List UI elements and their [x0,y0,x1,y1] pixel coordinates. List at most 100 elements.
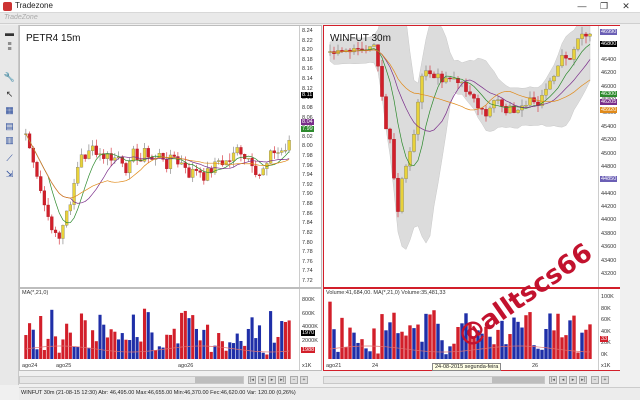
volume-bar [496,329,500,359]
scroll-thumb[interactable] [195,377,243,383]
volume-bar [556,313,560,359]
candle-body [492,100,496,109]
candle-icon[interactable]: ▥ [5,135,14,145]
axis-tick-label: 7.86 [302,210,313,217]
nav-first-button[interactable]: |◂ [248,376,256,384]
axis-tick-label: 0K [601,352,608,358]
volume-bar [243,345,247,359]
volume-bar [128,340,132,359]
close-button[interactable]: ✕ [622,1,630,11]
axis-tick-label: 8.22 [302,37,313,44]
volume-bar [220,341,224,359]
nav-last-button[interactable]: ▸| [579,376,587,384]
winfut-chart-title: WINFUT 30m [330,33,391,44]
volume-bar [68,332,72,359]
candle-body [436,73,440,79]
volume-bar [76,346,80,359]
axis-tick-label: 7.72 [302,278,313,284]
candle-body [135,148,139,160]
list-icon[interactable]: ▬ [5,28,14,38]
volume-bar [261,352,265,359]
nav-last-button[interactable]: ▸| [278,376,286,384]
volume-bar [476,330,480,359]
scroll-thumb[interactable] [492,377,544,383]
zoom-out-button[interactable]: − [591,376,599,384]
candle-body [380,66,384,97]
candle-body [109,153,113,161]
drawline-icon[interactable]: ⟋ [6,153,13,163]
petr4-volume-chart [24,308,291,359]
candle-body [168,154,173,169]
volume-bar [344,347,348,359]
lines-icon[interactable]: ≡ ≡ [7,41,12,53]
volume-bar [172,328,176,359]
candle-body [432,73,436,79]
candle-body [72,183,76,205]
volume-bar [209,351,213,359]
volume-bar [109,329,113,359]
zoom-in-button[interactable]: + [601,376,609,384]
winfut-scrollbar[interactable] [323,376,545,384]
minimize-button[interactable]: — [577,1,587,11]
zoom-in-button[interactable]: + [300,376,308,384]
candle-body [76,167,80,184]
candle-body [424,70,428,77]
bar-icon[interactable]: ▤ [5,121,14,131]
scale-label: x1K [302,363,312,369]
candle-body [39,176,43,191]
axis-tick-label: 7.96 [302,162,313,169]
winfut-volume-axis: 100K 80K 60K 40K 20K 0K 33 [598,289,620,370]
candle-body [356,48,360,50]
axis-tick-label: 7.76 [302,258,313,265]
nav-first-button[interactable]: |◂ [549,376,557,384]
nav-prev-button[interactable]: ◂ [258,376,266,384]
wrench-icon[interactable]: 🔧 [3,72,16,82]
petr4-volume-axis: 800K 600K 4000K 2000K 1970 1988 [299,289,321,370]
candle-body [280,150,284,153]
volume-bar [124,339,128,359]
volume-bar [584,329,588,359]
volume-bar [42,349,46,359]
volume-bar [528,312,532,359]
candle-body [105,153,110,159]
nav-next-button[interactable]: ▸ [569,376,577,384]
petr4-scrollbar[interactable] [19,376,244,384]
arrow-icon[interactable]: ⇲ [5,169,14,179]
nav-prev-button[interactable]: ◂ [559,376,567,384]
nav-next-button[interactable]: ▸ [268,376,276,384]
volume-bar [157,346,161,359]
axis-tick-label: 43800 [601,230,617,237]
chart-type-icon[interactable]: ▦ [5,105,14,115]
candle-body [396,177,400,212]
candle-body [580,33,584,39]
cursor-icon[interactable]: ↖ [5,89,14,99]
axis-tick-label: 8.18 [302,56,313,63]
volume-bar [436,323,440,359]
volume-bar [388,322,392,359]
price-tag: 1970 [301,330,316,336]
x-label: ago24 [22,363,38,369]
winfut-volume-panel[interactable]: Volume:41,684,00. MA(*,21,0) Volume:35,4… [323,288,620,371]
volume-bar [492,344,496,359]
moving-average-line [329,44,591,167]
candle-body [408,151,412,167]
volume-bar [408,325,412,359]
candle-body [146,148,150,158]
petr4-volume-panel[interactable]: MA(*,21,0) ↑ ✕ 800K600K4000K2000K1970198… [19,288,322,371]
maximize-button[interactable]: ❐ [599,1,609,11]
candle-body [287,140,291,151]
price-tag: 44850 [600,176,618,182]
volume-bar [250,317,254,359]
app-subtitle-bar: TradeZone [0,13,640,24]
winfut-price-panel[interactable]: WINFUT 30m ↑ ✕ 4680046600464004620046000… [323,25,620,288]
candle-body [448,77,452,80]
candle-body [504,106,508,114]
candle-body [228,160,232,162]
volume-bar [257,325,262,359]
candle-body [340,50,344,52]
axis-tick-label: 8.02 [302,133,313,140]
zoom-out-button[interactable]: − [290,376,298,384]
volume-bar [564,335,568,359]
candle-body [57,232,61,239]
petr4-price-panel[interactable]: PETR4 15m ↑ ✕ 8.248.228.208.188.168.148.… [19,25,322,288]
